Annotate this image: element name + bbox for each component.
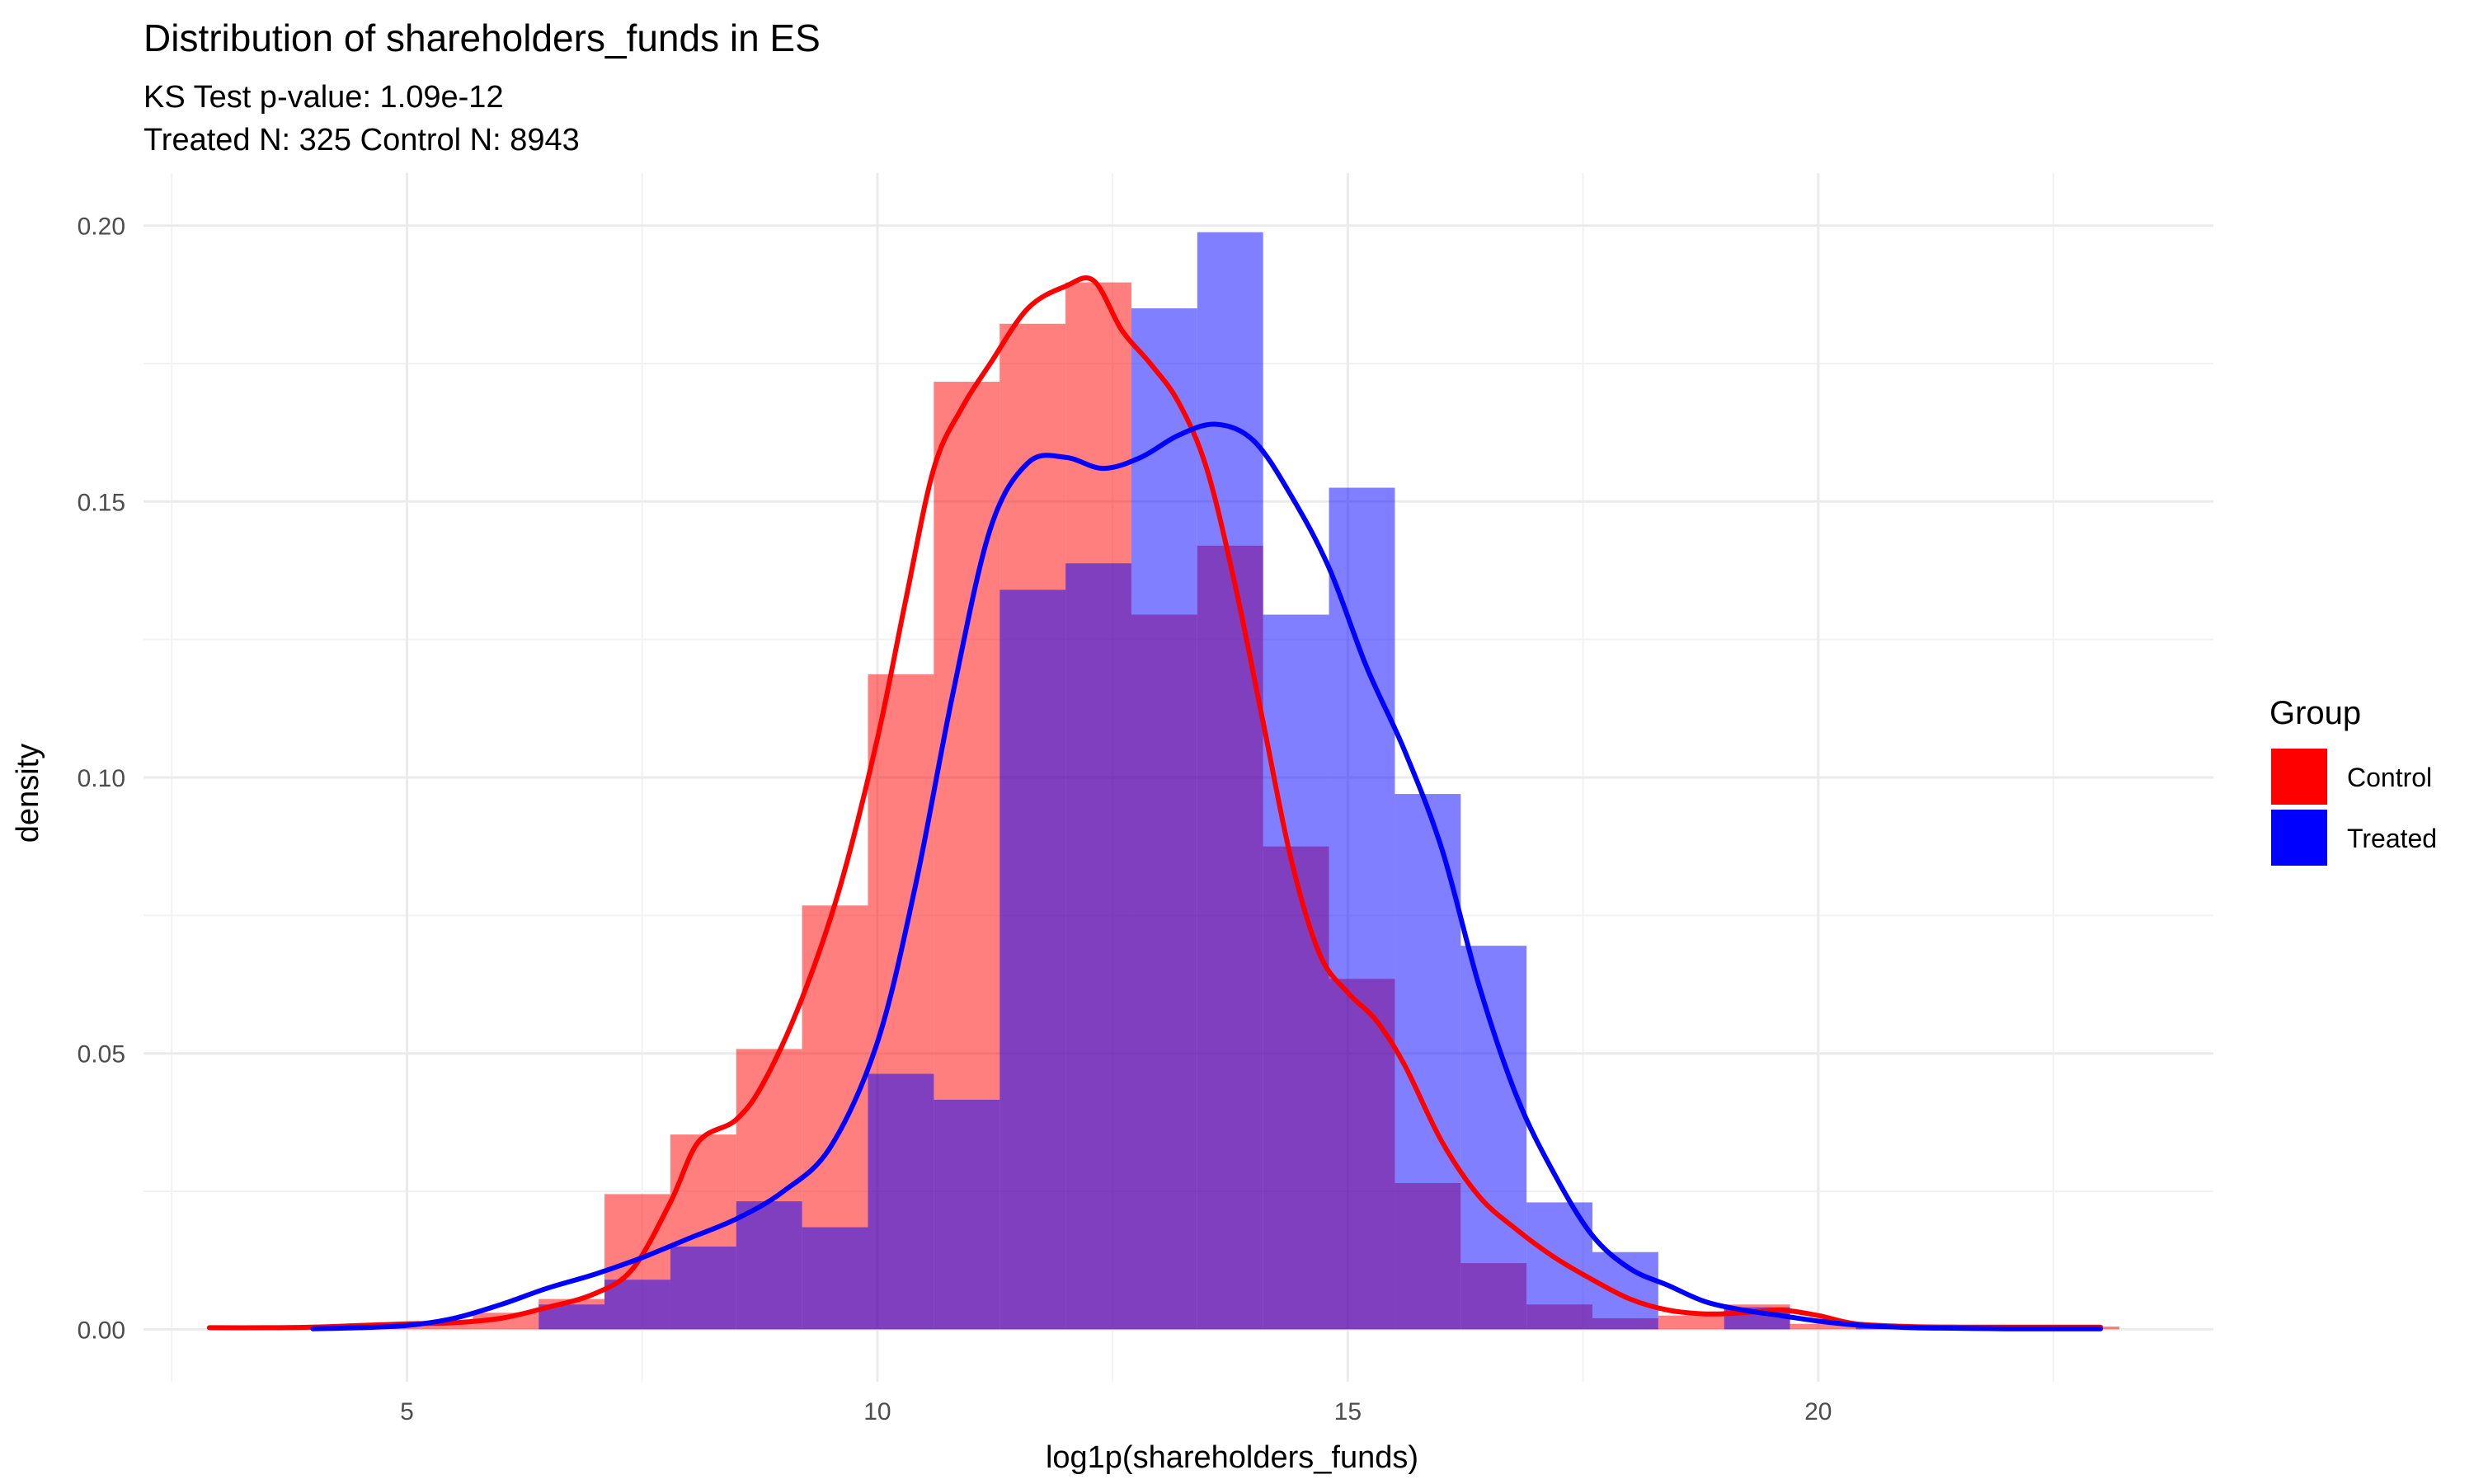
treated-bar-17: [1329, 487, 1395, 1330]
treated-bar-11: [934, 1099, 1000, 1330]
legend-title: Group: [2269, 695, 2361, 731]
legend: Group Control Treated: [2269, 695, 2437, 866]
x-tick-label-1: 10: [863, 1398, 891, 1425]
treated-histogram: [539, 232, 1922, 1330]
chart-subtitle: KS Test p-value: 1.09e-12 Treated N: 325…: [143, 76, 580, 162]
y-tick-label-4: 0.20: [78, 214, 125, 241]
subtitle-sample-sizes: Treated N: 325 Control N: 8943: [143, 123, 580, 157]
legend-swatch-control: [2271, 749, 2327, 805]
treated-bar-15: [1197, 232, 1263, 1330]
treated-bar-13: [1065, 563, 1131, 1330]
treated-bar-9: [802, 1227, 868, 1330]
treated-density-line: [310, 421, 2104, 1331]
treated-bar-16: [1263, 614, 1329, 1330]
y-tick-label-2: 0.10: [78, 765, 125, 792]
chart-title: Distribution of shareholders_funds in ES: [143, 16, 821, 59]
legend-label-treated: Treated: [2347, 824, 2437, 853]
legend-item-treated: Treated: [2271, 810, 2437, 866]
y-tick-label-1: 0.05: [78, 1041, 125, 1068]
legend-label-control: Control: [2347, 763, 2432, 792]
treated-bar-12: [999, 589, 1066, 1330]
x-tick-label-3: 20: [1804, 1398, 1832, 1425]
treated-bar-7: [670, 1246, 736, 1330]
treated-bar-8: [736, 1201, 802, 1330]
x-axis-tick-labels: 5 10 15 20: [400, 1398, 1832, 1425]
control-bar-3: [407, 1322, 473, 1330]
y-axis-tick-labels: 0.00 0.05 0.10 0.15 0.20: [78, 214, 125, 1345]
subtitle-ks-pvalue: KS Test p-value: 1.09e-12: [143, 80, 504, 115]
control-bar-4: [473, 1313, 539, 1330]
x-axis-title: log1p(shareholders_funds): [1046, 1440, 1418, 1475]
y-tick-label-0: 0.00: [78, 1317, 125, 1344]
control-density-line: [206, 275, 2104, 1331]
legend-item-control: Control: [2271, 749, 2432, 805]
control-bar-24: [1790, 1323, 1856, 1330]
control-bar-22: [1658, 1315, 1724, 1330]
y-tick-label-3: 0.15: [78, 489, 125, 516]
x-tick-label-0: 5: [400, 1398, 414, 1425]
density-curves: [206, 275, 2104, 1331]
y-axis-title: density: [11, 744, 45, 843]
treated-bar-6: [604, 1280, 670, 1330]
treated-bar-19: [1460, 946, 1527, 1330]
legend-swatch-treated: [2271, 810, 2327, 866]
treated-bar-10: [868, 1073, 934, 1330]
x-tick-label-2: 15: [1334, 1398, 1362, 1425]
treated-bar-14: [1131, 308, 1197, 1330]
